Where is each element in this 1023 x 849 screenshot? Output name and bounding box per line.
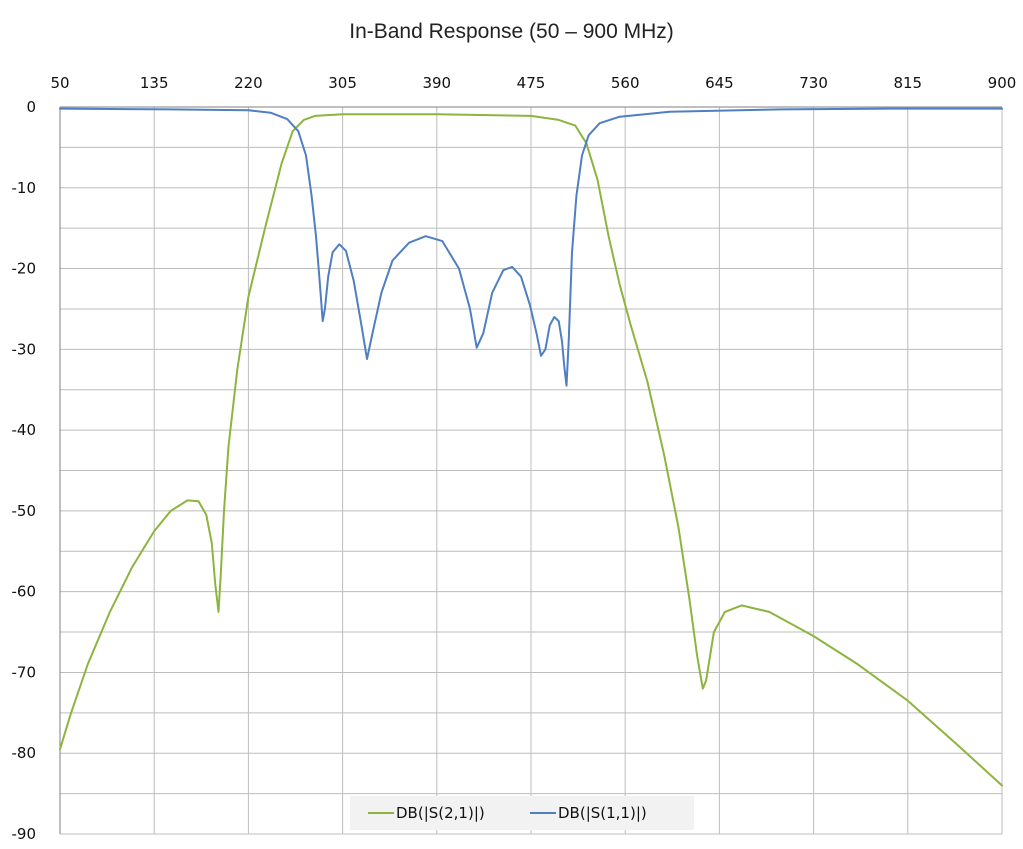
legend-label: DB(|S(1,1)|) xyxy=(558,804,647,822)
axis-frame xyxy=(59,106,1002,835)
series-lines xyxy=(59,107,1003,787)
x-tick-label: 645 xyxy=(705,74,734,92)
x-tick-label: 390 xyxy=(422,74,451,92)
x-tick-label: 900 xyxy=(988,74,1017,92)
y-tick-labels: 0 -10 -20 -30 -40 -50 -60 -70 -80 -90 xyxy=(12,98,37,843)
y-tick-label: -40 xyxy=(12,421,37,439)
x-tick-label: 135 xyxy=(140,74,169,92)
x-tick-label: 305 xyxy=(328,74,357,92)
x-tick-label: 475 xyxy=(517,74,546,92)
x-tick-label: 730 xyxy=(799,74,828,92)
x-tick-label: 220 xyxy=(234,74,263,92)
y-tick-label: -70 xyxy=(12,663,37,681)
series-line-s11 xyxy=(59,107,1003,387)
x-tick-labels: 50 135 220 305 390 475 560 645 730 815 900 xyxy=(50,74,1016,92)
x-tick-label: 50 xyxy=(50,74,69,92)
y-tick-label: -10 xyxy=(12,179,37,197)
x-tick-label: 560 xyxy=(611,74,640,92)
y-tick-label: -50 xyxy=(12,502,37,520)
y-tick-label: -20 xyxy=(12,260,37,278)
legend-label: DB(|S(2,1)|) xyxy=(396,804,485,822)
legend: DB(|S(2,1)|) DB(|S(1,1)|) xyxy=(350,796,694,830)
legend-box xyxy=(350,796,694,830)
y-tick-label: -60 xyxy=(12,583,37,601)
x-tick-label: 815 xyxy=(893,74,922,92)
y-tick-label: 0 xyxy=(26,98,36,116)
y-tick-label: -30 xyxy=(12,340,37,358)
chart-title: In-Band Response (50 – 900 MHz) xyxy=(349,20,674,43)
y-tick-label: -80 xyxy=(12,744,37,762)
series-line-s21 xyxy=(59,113,1003,787)
y-tick-label: -90 xyxy=(12,825,37,843)
